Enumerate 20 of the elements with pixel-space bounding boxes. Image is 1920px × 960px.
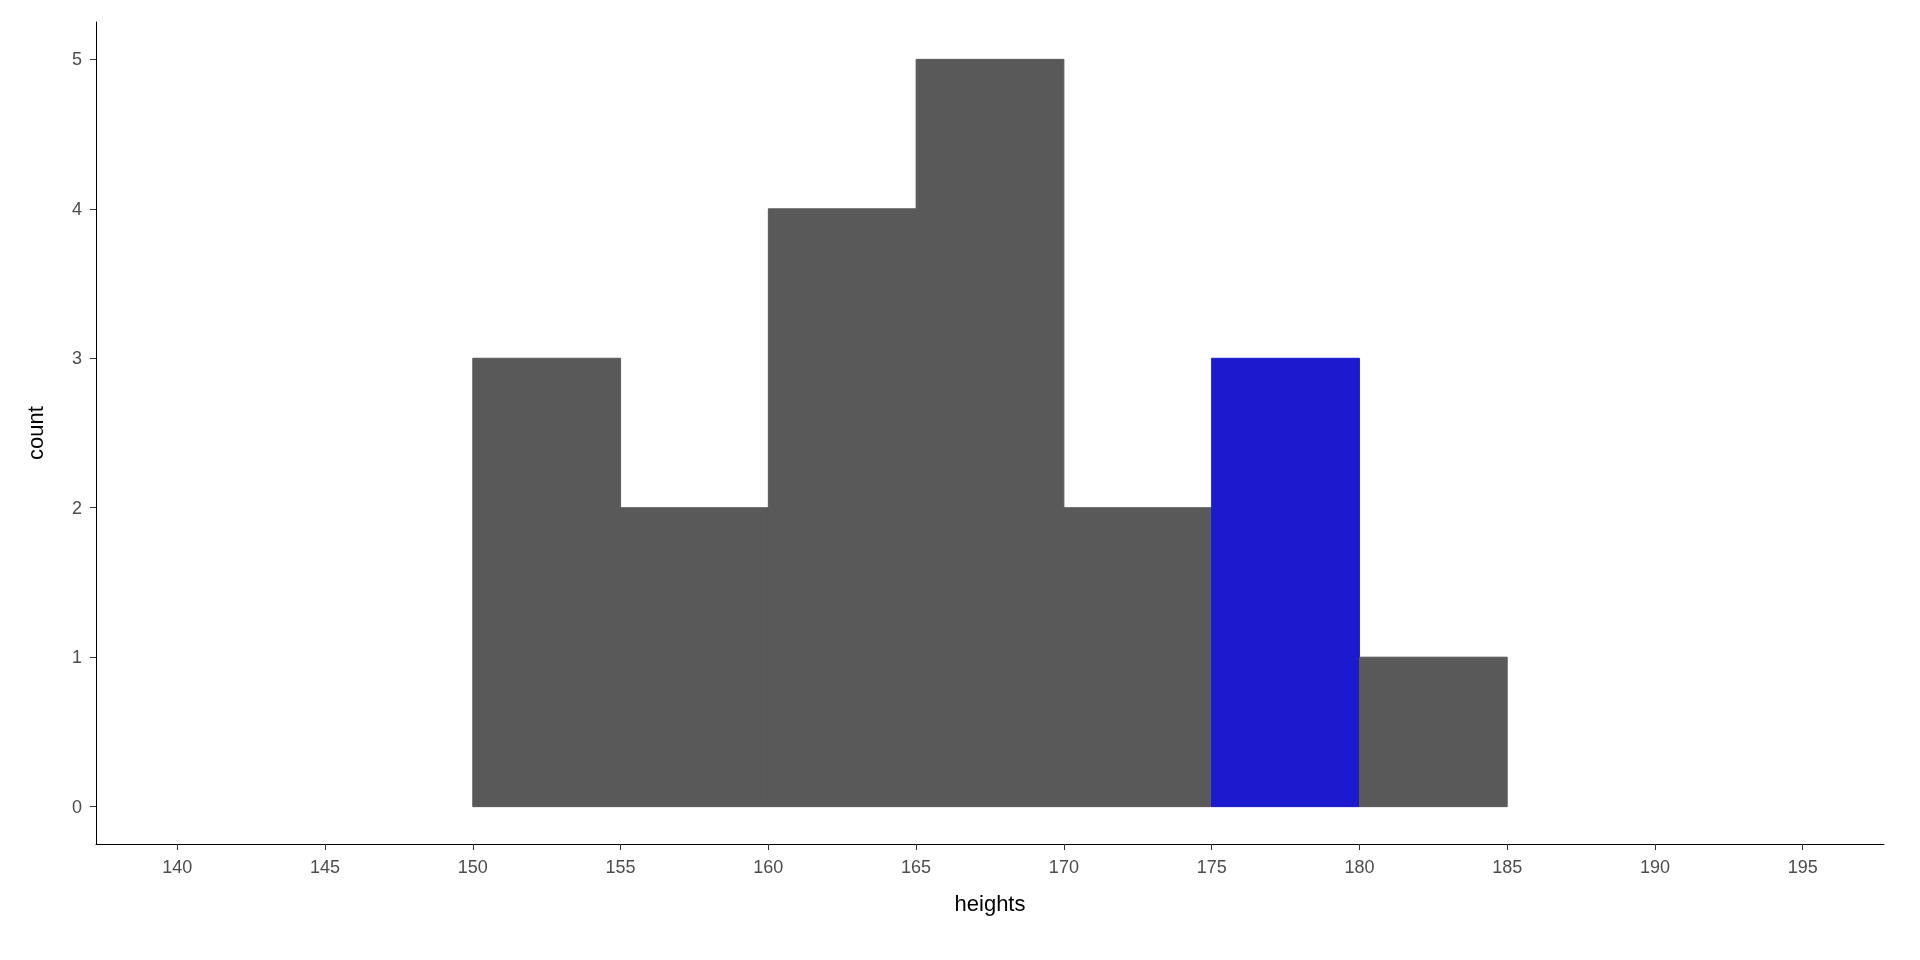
x-tick-label: 145 [310,857,341,877]
x-tick-label: 185 [1492,857,1523,877]
x-tick-label: 175 [1196,857,1227,877]
x-tick-label: 165 [901,857,932,877]
y-axis-title: count [22,406,48,460]
x-tick-label: 140 [162,857,193,877]
x-tick-label: 195 [1787,857,1818,877]
y-tick-label: 4 [71,198,82,219]
x-tick-label: 170 [1048,857,1079,877]
x-tick-label: 190 [1639,857,1670,877]
y-tick-label: 5 [71,49,82,70]
y-tick-label: 0 [71,796,82,817]
x-axis-title: heights [954,890,1026,916]
y-tick-label: 3 [71,348,82,369]
x-tick-label: 150 [457,857,488,877]
x-tick-label: 180 [1344,857,1375,877]
y-tick-label: 2 [71,497,82,518]
y-tick-label: 1 [71,647,82,668]
x-tick-label: 160 [753,857,784,877]
x-tick-label: 155 [605,857,636,877]
